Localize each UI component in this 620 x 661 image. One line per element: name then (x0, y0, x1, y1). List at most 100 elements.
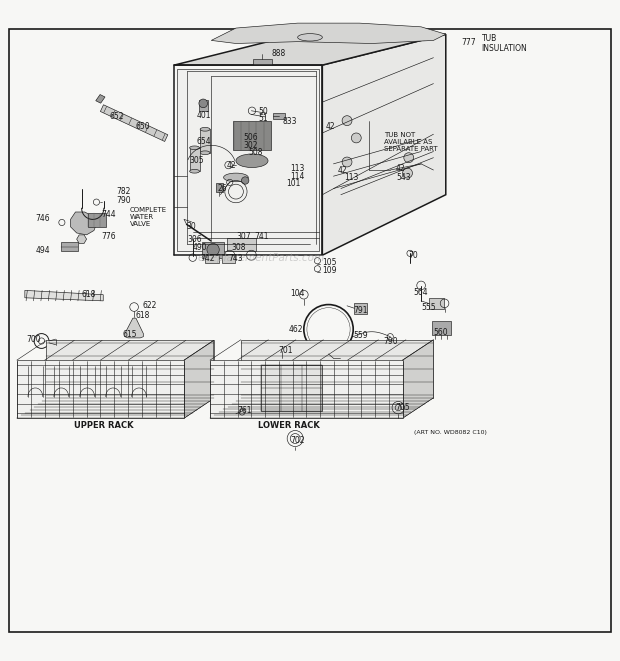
Text: TUB NOT
AVAILABLE AS
SEPARATE PART: TUB NOT AVAILABLE AS SEPARATE PART (384, 132, 438, 152)
Polygon shape (46, 340, 214, 399)
Bar (428, 298, 444, 309)
Text: 30: 30 (187, 222, 197, 231)
Text: 101: 101 (286, 179, 301, 188)
Text: TUB
INSULATION: TUB INSULATION (482, 34, 528, 53)
Circle shape (352, 133, 361, 143)
Ellipse shape (200, 151, 210, 155)
Text: 790: 790 (116, 196, 131, 205)
Text: COMPLETE
WATER
VALVE: COMPLETE WATER VALVE (130, 207, 167, 227)
Text: 782: 782 (116, 186, 131, 196)
Text: 741: 741 (254, 232, 269, 241)
Text: 560: 560 (433, 328, 448, 337)
Text: 622: 622 (142, 301, 156, 310)
Text: eReplacementParts.com: eReplacementParts.com (197, 253, 324, 262)
Ellipse shape (200, 128, 210, 131)
Polygon shape (184, 340, 214, 418)
Bar (202, 242, 224, 258)
Text: 462: 462 (288, 325, 303, 334)
Polygon shape (95, 95, 105, 103)
Text: 113: 113 (345, 173, 359, 182)
Text: 702: 702 (290, 436, 305, 445)
Polygon shape (17, 399, 214, 418)
Polygon shape (77, 235, 87, 243)
Text: (ART NO. WD8082 C10): (ART NO. WD8082 C10) (414, 430, 487, 436)
Polygon shape (241, 340, 433, 398)
Text: 307: 307 (236, 232, 250, 241)
Bar (355, 303, 367, 314)
Text: 506: 506 (243, 134, 258, 142)
Text: UPPER RACK: UPPER RACK (74, 421, 134, 430)
Ellipse shape (236, 154, 268, 167)
Text: 401: 401 (197, 111, 211, 120)
Text: 42: 42 (395, 165, 405, 173)
Polygon shape (100, 104, 168, 141)
Bar (253, 59, 272, 65)
Bar (61, 242, 78, 251)
Text: 51: 51 (258, 114, 268, 124)
Bar (216, 183, 223, 192)
Polygon shape (402, 340, 433, 418)
Text: 508: 508 (248, 148, 263, 157)
Polygon shape (174, 34, 446, 65)
Circle shape (241, 176, 249, 184)
Bar (177, 69, 319, 251)
Circle shape (342, 157, 352, 167)
Text: 618: 618 (136, 311, 150, 319)
Text: 705: 705 (395, 403, 410, 412)
Polygon shape (211, 23, 446, 44)
Text: 306: 306 (188, 235, 202, 244)
Text: 105: 105 (322, 258, 337, 267)
Text: 618: 618 (82, 290, 96, 299)
Text: 615: 615 (122, 330, 137, 339)
Polygon shape (210, 360, 402, 418)
Text: 113: 113 (290, 165, 304, 173)
Ellipse shape (224, 173, 248, 182)
Bar (432, 321, 451, 335)
Text: 302: 302 (243, 141, 258, 150)
Text: 743: 743 (229, 254, 243, 263)
Text: 490: 490 (193, 243, 207, 252)
Circle shape (207, 243, 219, 256)
Circle shape (342, 116, 352, 126)
Text: 26: 26 (218, 184, 227, 193)
Polygon shape (125, 318, 143, 338)
Bar (273, 113, 285, 120)
Text: 650: 650 (136, 122, 151, 131)
Polygon shape (210, 398, 433, 418)
Text: 42: 42 (326, 122, 335, 132)
Text: 888: 888 (271, 50, 285, 58)
Bar (260, 365, 322, 410)
Circle shape (199, 99, 208, 108)
Text: 790: 790 (383, 337, 397, 346)
Text: 114: 114 (290, 172, 304, 180)
Text: 742: 742 (201, 254, 215, 263)
Bar (223, 254, 235, 262)
Text: 42: 42 (227, 161, 236, 170)
Text: 109: 109 (322, 266, 337, 274)
Ellipse shape (190, 146, 200, 149)
Text: 70: 70 (409, 251, 419, 260)
Ellipse shape (190, 169, 200, 173)
Text: 700: 700 (26, 335, 41, 344)
Bar (199, 100, 208, 112)
Text: 308: 308 (231, 243, 246, 252)
Ellipse shape (298, 34, 322, 41)
Circle shape (404, 153, 414, 163)
Polygon shape (322, 34, 446, 255)
Text: 701: 701 (278, 346, 293, 355)
Text: 494: 494 (35, 246, 50, 254)
Bar (200, 130, 210, 153)
Bar (88, 214, 106, 227)
Text: 555: 555 (421, 303, 436, 311)
Text: 42: 42 (338, 165, 347, 175)
Text: LOWER RACK: LOWER RACK (258, 421, 320, 430)
Text: 50: 50 (258, 107, 268, 116)
Text: 746: 746 (35, 214, 50, 223)
Text: 654: 654 (197, 137, 211, 146)
Text: 652: 652 (109, 112, 124, 121)
Bar (227, 238, 256, 251)
Text: 543: 543 (396, 173, 411, 182)
Polygon shape (25, 290, 104, 301)
Text: 559: 559 (353, 331, 368, 340)
Text: 833: 833 (282, 118, 297, 126)
